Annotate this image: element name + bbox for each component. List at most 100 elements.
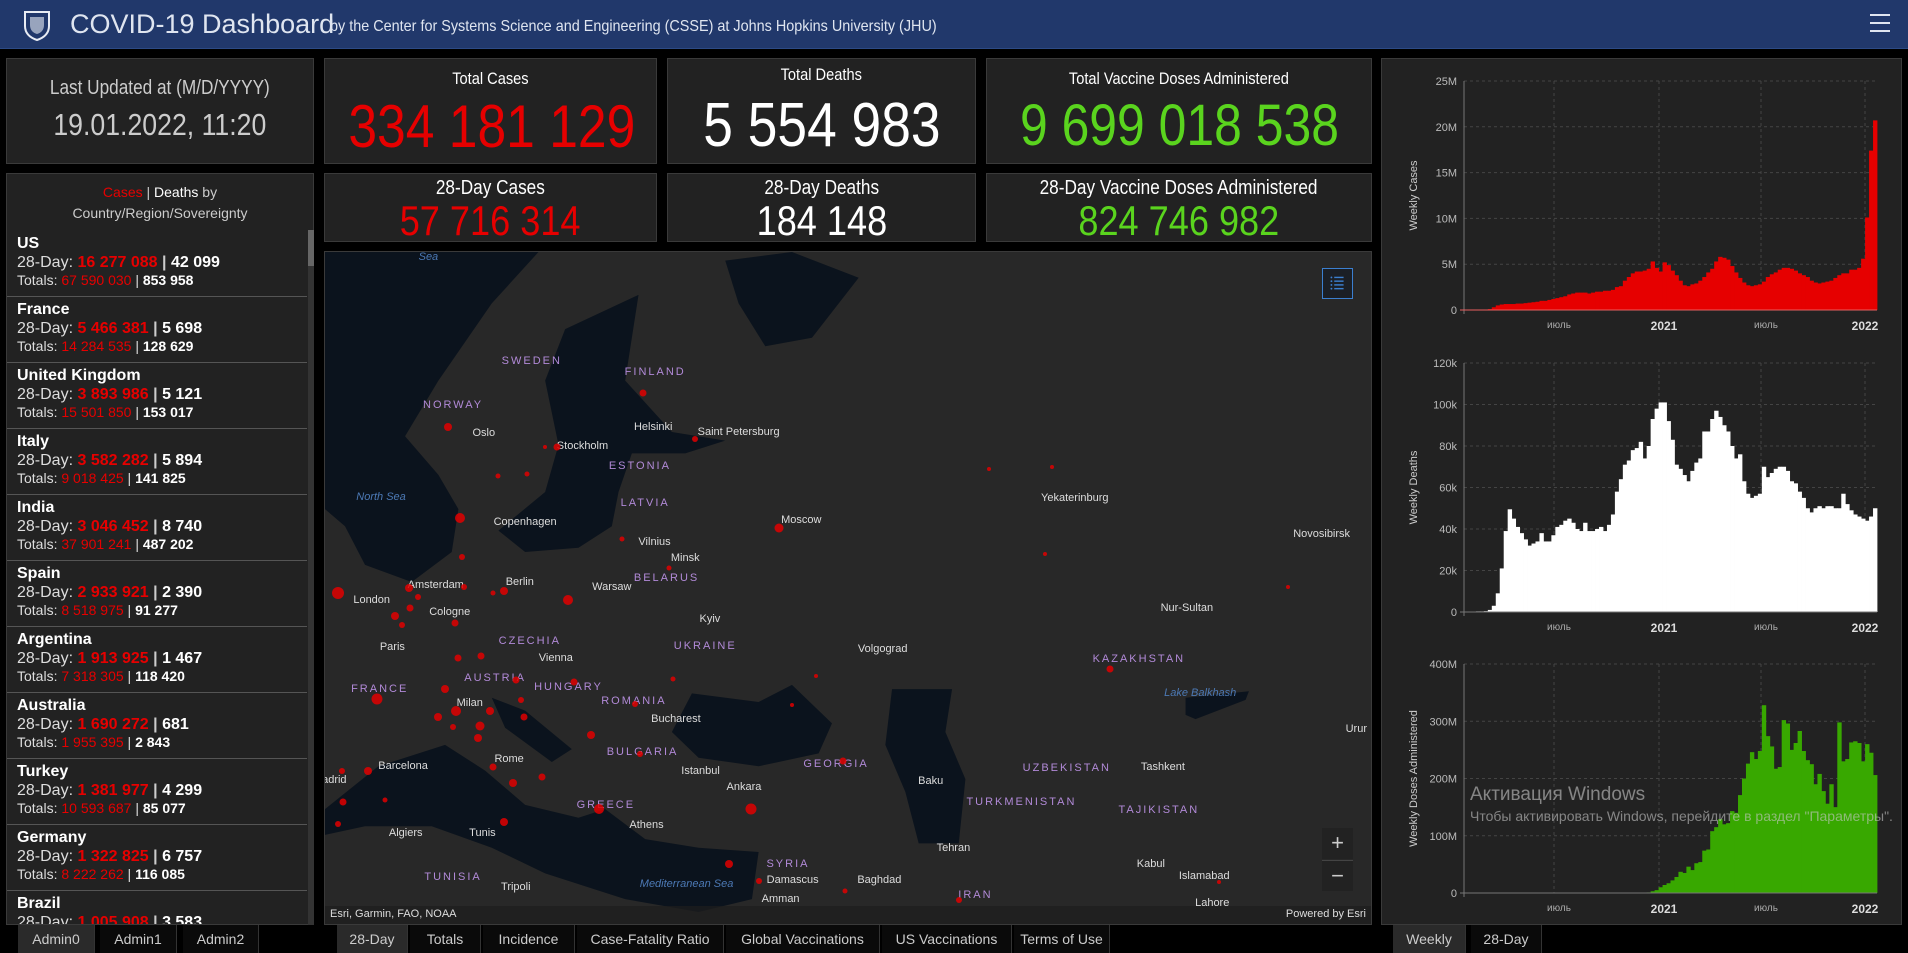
country-name: Argentina — [17, 631, 92, 648]
case-marker[interactable] — [553, 443, 561, 451]
case-marker[interactable] — [619, 536, 625, 542]
tab-admin2[interactable]: Admin2 — [183, 925, 259, 953]
case-marker[interactable] — [1050, 465, 1055, 470]
case-marker[interactable] — [363, 766, 372, 775]
tab-admin1[interactable]: Admin1 — [100, 925, 177, 953]
case-marker[interactable] — [1285, 585, 1290, 590]
case-marker[interactable] — [666, 565, 672, 571]
country-list-item[interactable]: Argentina 28-Day: 1 913 925 | 1 467 Tota… — [7, 627, 307, 693]
tab-global-vaccinations[interactable]: Global Vaccinations — [726, 925, 880, 953]
tab-us-vaccinations[interactable]: US Vaccinations — [882, 925, 1012, 953]
map-label-city: Baghdad — [857, 874, 902, 887]
case-marker[interactable] — [441, 684, 450, 693]
case-marker[interactable] — [524, 471, 530, 477]
case-marker[interactable] — [499, 586, 508, 595]
country-list-item[interactable]: India 28-Day: 3 046 452 | 8 740 Totals: … — [7, 495, 307, 561]
case-marker[interactable] — [332, 586, 345, 599]
case-marker[interactable] — [450, 705, 461, 716]
case-marker[interactable] — [593, 804, 604, 815]
case-marker[interactable] — [636, 751, 643, 758]
case-marker[interactable] — [839, 757, 847, 765]
case-marker[interactable] — [789, 703, 794, 707]
country-list-item[interactable]: United Kingdom 28-Day: 3 893 986 | 5 121… — [7, 363, 307, 429]
case-marker[interactable] — [391, 612, 400, 621]
case-marker[interactable] — [382, 797, 388, 803]
country-list[interactable]: US 28-Day: 16 277 088 | 42 099 Totals: 6… — [7, 231, 307, 924]
case-marker[interactable] — [454, 654, 462, 662]
case-marker[interactable] — [398, 621, 405, 628]
case-marker[interactable] — [415, 594, 422, 600]
case-marker[interactable] — [474, 733, 483, 742]
case-marker[interactable] — [338, 768, 345, 775]
day28-cases: 1 381 977 — [77, 782, 149, 799]
case-marker[interactable] — [538, 773, 546, 781]
case-marker[interactable] — [490, 590, 496, 596]
tab-28-day[interactable]: 28-Day — [337, 925, 408, 953]
case-marker[interactable] — [339, 798, 347, 806]
map-view[interactable]: SWEDEN FINLAND NORWAY ESTONIA LATVIA BELARUS U… — [324, 251, 1372, 925]
case-marker[interactable] — [563, 595, 574, 605]
case-marker[interactable] — [499, 818, 508, 826]
powered-by-esri-link[interactable]: Powered by Esri — [1285, 908, 1366, 920]
case-marker[interactable] — [670, 676, 676, 682]
case-marker[interactable] — [543, 445, 548, 449]
case-marker[interactable] — [405, 584, 414, 593]
country-list-item[interactable]: Brazil 28-Day: 1 005 908 | 3 583 — [7, 891, 307, 924]
tab-case-fatality-ratio[interactable]: Case-Fatality Ratio — [577, 925, 724, 953]
case-marker[interactable] — [477, 652, 485, 660]
country-list-item[interactable]: Spain 28-Day: 2 933 921 | 2 390 Totals: … — [7, 561, 307, 627]
case-marker[interactable] — [475, 721, 485, 731]
case-marker[interactable] — [509, 779, 518, 788]
case-marker[interactable] — [443, 422, 452, 431]
zoom-in-button[interactable]: + — [1322, 828, 1353, 859]
case-marker[interactable] — [692, 435, 699, 442]
case-marker[interactable] — [489, 763, 497, 771]
case-marker[interactable] — [512, 676, 520, 684]
case-marker[interactable] — [813, 674, 818, 679]
tab-28-day[interactable]: 28-Day — [1471, 925, 1542, 953]
country-list-item[interactable]: Australia 28-Day: 1 690 272 | 681 Totals… — [7, 693, 307, 759]
case-marker[interactable] — [518, 696, 525, 703]
case-marker[interactable] — [458, 554, 465, 561]
case-marker[interactable] — [725, 860, 734, 868]
country-list-item[interactable]: France 28-Day: 5 466 381 | 5 698 Totals:… — [7, 297, 307, 363]
case-marker[interactable] — [495, 473, 501, 479]
tab-weekly[interactable]: Weekly — [1393, 925, 1466, 953]
tab-terms-of-use[interactable]: Terms of Use — [1014, 925, 1110, 953]
case-marker[interactable] — [586, 730, 595, 739]
case-marker[interactable] — [520, 713, 528, 721]
case-marker[interactable] — [450, 723, 457, 730]
case-marker[interactable] — [406, 604, 414, 612]
case-marker[interactable] — [639, 389, 647, 397]
country-list-item[interactable]: Italy 28-Day: 3 582 282 | 5 894 Totals: … — [7, 429, 307, 495]
tab-admin0[interactable]: Admin0 — [18, 925, 95, 953]
case-marker[interactable] — [842, 888, 848, 894]
hamburger-menu-icon[interactable] — [1870, 14, 1890, 32]
case-marker[interactable] — [987, 466, 992, 471]
tab-totals[interactable]: Totals — [410, 925, 481, 953]
case-marker[interactable] — [460, 584, 467, 591]
case-marker[interactable] — [1043, 551, 1048, 556]
case-marker[interactable] — [451, 619, 459, 627]
country-list-item[interactable]: US 28-Day: 16 277 088 | 42 099 Totals: 6… — [7, 231, 307, 297]
tab-incidence[interactable]: Incidence — [483, 925, 575, 953]
case-marker[interactable] — [434, 713, 443, 721]
case-marker[interactable] — [335, 820, 342, 827]
country-list-item[interactable]: Turkey 28-Day: 1 381 977 | 4 299 Totals:… — [7, 759, 307, 825]
case-marker[interactable] — [774, 523, 784, 533]
case-marker[interactable] — [955, 897, 962, 903]
case-marker[interactable] — [745, 803, 757, 815]
case-marker[interactable] — [755, 878, 762, 885]
case-marker[interactable] — [486, 707, 495, 716]
case-marker[interactable] — [371, 693, 383, 705]
case-marker[interactable] — [631, 700, 638, 707]
case-marker[interactable] — [570, 678, 578, 686]
case-marker[interactable] — [1106, 665, 1113, 673]
case-marker[interactable] — [1216, 880, 1221, 884]
zoom-out-button[interactable]: − — [1322, 860, 1353, 891]
country-list-scrollbar-thumb[interactable] — [308, 230, 314, 266]
country-list-scrollbar[interactable] — [308, 230, 314, 925]
country-list-item[interactable]: Germany 28-Day: 1 322 825 | 6 757 Totals… — [7, 825, 307, 891]
legend-list-icon[interactable] — [1322, 268, 1353, 299]
case-marker[interactable] — [454, 512, 465, 523]
